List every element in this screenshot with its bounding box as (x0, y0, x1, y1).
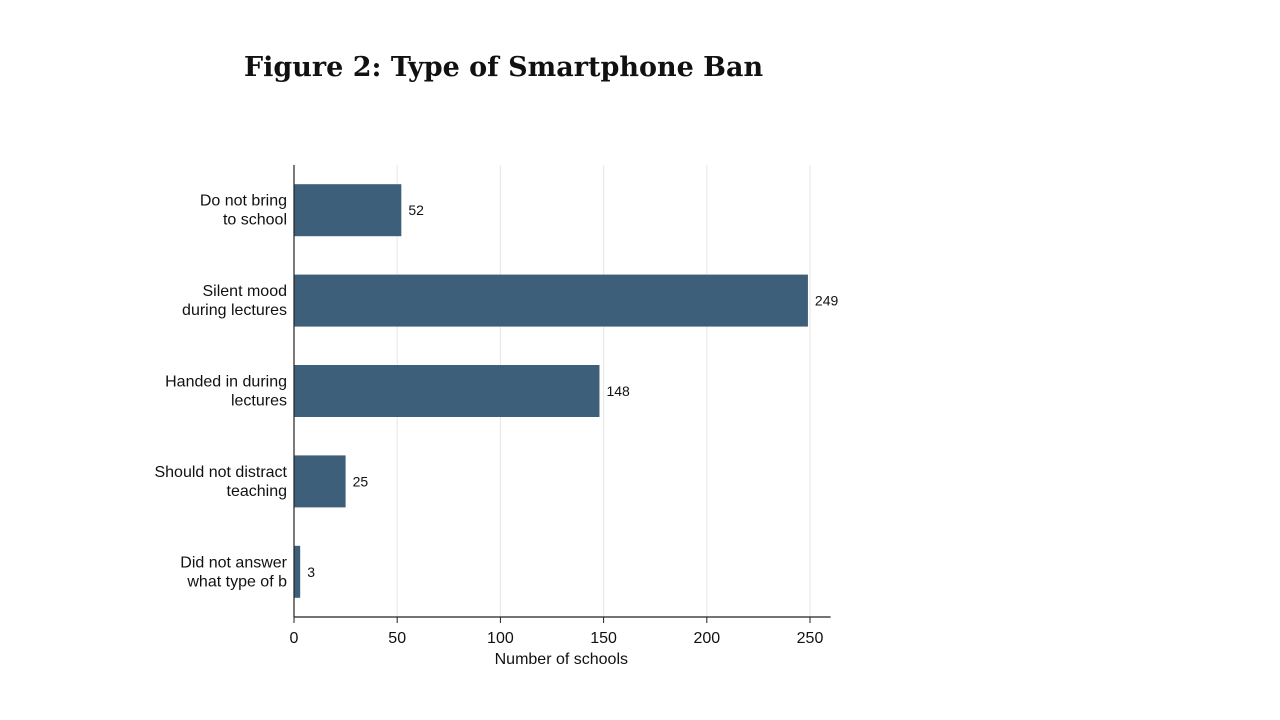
bar-value-label: 25 (353, 473, 369, 489)
category-label: Silent mood during lectures (182, 283, 287, 319)
label-layer: 0 50 100 150 200 250 52 Do not bring to school 24… (154, 193, 838, 647)
axis-layer (293, 165, 831, 623)
x-tick-label: 100 (487, 630, 514, 647)
category-label-line: Should not distract (154, 464, 287, 481)
bar (294, 455, 346, 508)
bar (294, 274, 808, 327)
x-tick-label: 250 (797, 630, 824, 647)
category-label-line: Did not answer (180, 554, 287, 571)
bar-value-label: 52 (408, 202, 424, 218)
category-label: Should not distract teaching (154, 464, 287, 500)
category-label: Handed in during lectures (165, 374, 287, 410)
x-tick-label: 150 (590, 630, 617, 647)
category-label-line: to school (223, 212, 287, 229)
category-label-line: teaching (227, 483, 288, 500)
bar (294, 184, 402, 237)
category-label-line: during lectures (182, 302, 287, 319)
category-label: Did not answer what type of b (180, 554, 287, 590)
bar-value-label: 148 (606, 383, 630, 399)
category-label-line: lectures (231, 393, 287, 410)
bar-layer (294, 184, 808, 598)
bar-value-label: 249 (815, 293, 839, 309)
category-label-line: Do not bring (200, 193, 287, 210)
x-tick-label: 50 (388, 630, 406, 647)
x-axis-title: Number of schools (495, 651, 628, 668)
x-tick-label: 200 (693, 630, 720, 647)
category-label-line: Handed in during (165, 374, 287, 391)
bar (294, 545, 301, 598)
bar-value-label: 3 (307, 564, 315, 580)
x-tick-label: 0 (290, 630, 299, 647)
category-label-line: Silent mood (203, 283, 288, 300)
figure-title: Figure 2: Type of Smartphone Ban (244, 52, 764, 83)
category-label-line: what type of b (186, 573, 287, 590)
category-label: Do not bring to school (200, 193, 287, 229)
bar (294, 365, 600, 417)
